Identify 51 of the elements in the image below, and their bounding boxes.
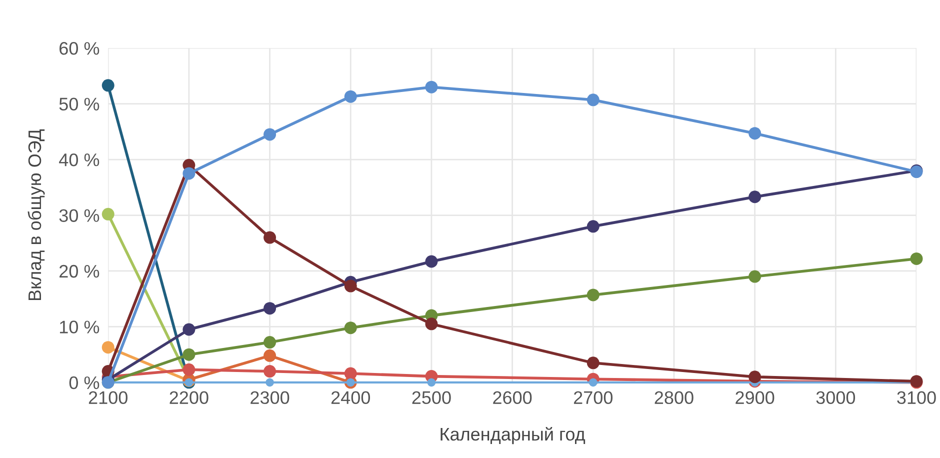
point [748, 370, 762, 384]
point [266, 378, 274, 387]
point [182, 348, 196, 361]
x-tick-label: 2200 [170, 391, 208, 404]
x-tick-label: 2300 [250, 391, 290, 404]
y-tick-label: 40 % [59, 153, 100, 166]
point [264, 349, 276, 362]
y-tick-label: 30 % [59, 209, 100, 222]
point [344, 280, 357, 292]
x-tick-label: 2500 [412, 391, 451, 404]
point [425, 80, 438, 94]
point [344, 322, 357, 334]
point [264, 302, 276, 315]
point [425, 255, 438, 268]
point [586, 220, 600, 233]
point [748, 190, 762, 204]
y-tick-label: 0 % [69, 376, 100, 390]
point [586, 94, 600, 106]
point [102, 79, 114, 92]
point [586, 288, 600, 302]
point [748, 270, 762, 283]
x-tick-label: 2600 [493, 391, 532, 404]
y-axis-title: Вклад в общую ОЭД [28, 129, 45, 300]
point [427, 378, 436, 387]
point [264, 231, 276, 244]
point [264, 365, 276, 378]
point [182, 323, 196, 336]
point [344, 90, 357, 103]
point [102, 208, 114, 220]
x-tick-label: 2800 [654, 391, 694, 404]
point [910, 252, 923, 265]
point [425, 318, 438, 330]
x-tick-label: 2100 [88, 391, 128, 404]
point [748, 127, 762, 140]
point [264, 128, 276, 141]
point [182, 167, 196, 180]
y-tick-label: 20 % [60, 264, 100, 278]
y-tick-label: 10 % [60, 320, 100, 334]
x-tick-label: 2400 [331, 391, 370, 404]
point [102, 341, 114, 354]
point [264, 336, 276, 349]
y-tick-label: 60 % [60, 42, 100, 55]
x-tick-label: 2700 [574, 391, 613, 404]
point [182, 363, 196, 376]
x-tick-label: 3000 [816, 391, 856, 404]
y-tick-label: 50 % [59, 98, 100, 111]
point [586, 356, 600, 370]
point [344, 367, 357, 380]
x-axis-title: Календарный год [440, 427, 586, 444]
x-tick-label: 3100 [897, 391, 936, 404]
x-tick-label: 2900 [736, 391, 774, 404]
